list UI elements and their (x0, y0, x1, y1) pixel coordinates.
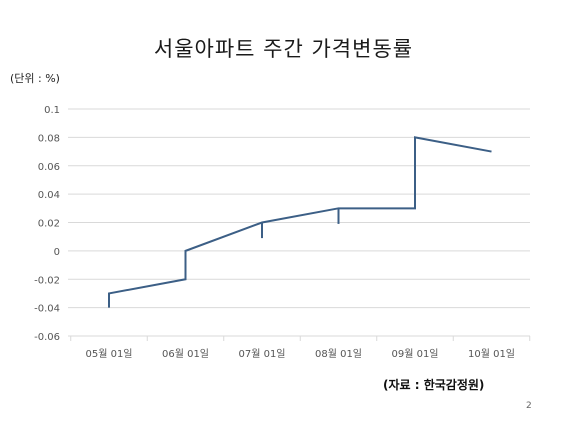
x-tick-label: 06월 01일 (162, 348, 209, 360)
unit-label: (단위 : %) (10, 72, 60, 85)
y-tick-label: 0.02 (38, 219, 60, 230)
x-tick-label: 10월 01일 (468, 348, 515, 360)
y-tick-label: 0.04 (38, 190, 60, 201)
y-tick-label: 0.06 (38, 162, 60, 173)
gridlines (68, 108, 530, 337)
x-tick-label: 08월 01일 (315, 348, 362, 360)
y-tick-label: 0.1 (44, 105, 60, 116)
y-tick-label: 0.08 (38, 133, 60, 144)
chart-title: 서울아파트 주간 가격변동률 (153, 37, 414, 61)
x-axis-ticks: 05월 01일 06월 01일 07월 01일 08월 01일 09월 01일 10월 0… (70, 336, 531, 360)
y-tick-label: 0 (54, 247, 60, 258)
y-tick-label: -0.06 (34, 332, 60, 343)
source-note: (자료 : 한국감정원) (383, 378, 485, 392)
x-tick-label: 07월 01일 (238, 348, 285, 360)
series-group (108, 136, 492, 308)
y-tick-label: -0.04 (34, 304, 60, 315)
y-axis-ticks: 0.1 0.08 0.06 0.04 0.02 0 -0.02 -0.04 -0.06 (34, 105, 60, 343)
x-tick-label: 05월 01일 (85, 348, 132, 360)
y-tick-label: -0.02 (34, 275, 60, 286)
x-tick-label: 09월 01일 (391, 348, 438, 360)
page-number: 2 (526, 401, 532, 411)
